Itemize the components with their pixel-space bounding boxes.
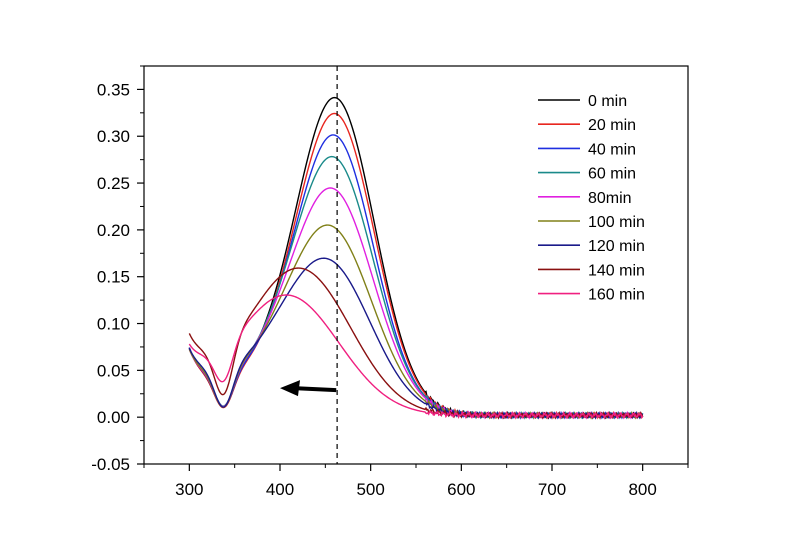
arrow-head: [280, 380, 300, 397]
legend-label: 20 min: [588, 117, 636, 134]
legend-label: 40 min: [588, 141, 636, 158]
x-tick-label: 600: [447, 480, 475, 499]
x-tick-label: 400: [266, 480, 294, 499]
series-line-20-min: [188, 112, 644, 420]
x-tick-label: 500: [356, 480, 384, 499]
legend-label: 80min: [588, 190, 632, 207]
series-line-100-min: [188, 224, 644, 420]
y-tick-label: 0.35: [97, 80, 130, 99]
y-tick-label: 0.15: [97, 268, 130, 287]
legend-label: 140 min: [588, 262, 645, 279]
legend: 0 min 20 min 40 min 60 min 80min 100 min 120 m…: [538, 93, 645, 304]
series-lines: [188, 96, 644, 420]
x-tick-label: 300: [175, 480, 203, 499]
blue-shift-arrow: [280, 380, 337, 397]
series-line-120-min: [188, 257, 644, 420]
legend-label: 160 min: [588, 287, 645, 304]
x-tick-label: 800: [628, 480, 656, 499]
legend-label: 60 min: [588, 166, 636, 183]
series-line-160-min: [188, 294, 644, 420]
legend-label: 120 min: [588, 238, 645, 255]
x-tick-label: 700: [538, 480, 566, 499]
y-tick-label: 0.20: [97, 221, 130, 240]
y-tick-label: 0.05: [97, 361, 130, 380]
y-tick-label: 0.10: [97, 315, 130, 334]
legend-label: 100 min: [588, 214, 645, 231]
series-line-0-min: [188, 96, 644, 420]
y-tick-label: 0.00: [97, 408, 130, 427]
y-tick-label: -0.05: [91, 455, 130, 474]
series-line-40-min: [188, 134, 644, 420]
y-tick-label: 0.30: [97, 127, 130, 146]
arrow-shaft: [293, 386, 337, 393]
legend-label: 0 min: [588, 93, 627, 110]
axis-ticks: 300 400 500 600 700 800 -0.05 0.00 0.05 0.10 0.15 0…: [91, 65, 689, 499]
y-tick-label: 0.25: [97, 174, 130, 193]
